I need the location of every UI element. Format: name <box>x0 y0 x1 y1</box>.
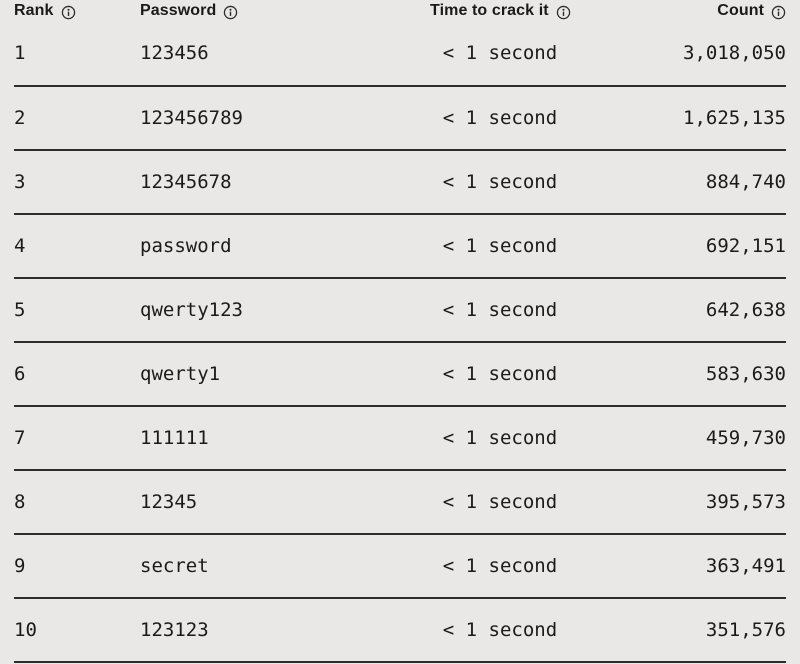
rank-cell: 3 <box>14 170 26 193</box>
column-header-count: Count <box>570 0 786 22</box>
count-cell: 1,625,135 <box>683 106 786 129</box>
time-to-crack-cell: < 1 second <box>442 298 558 321</box>
table-row: 8 12345 < 1 second 395,573 <box>14 470 786 534</box>
info-icon[interactable] <box>61 5 76 20</box>
count-cell: 363,491 <box>705 554 786 577</box>
password-cell: secret <box>140 554 209 577</box>
rank-cell: 7 <box>14 426 26 449</box>
column-header-count-label: Count <box>717 2 764 19</box>
table-row: 6 qwerty1 < 1 second 583,630 <box>14 342 786 406</box>
table-row: 2 123456789 < 1 second 1,625,135 <box>14 86 786 150</box>
rank-cell: 6 <box>14 362 26 385</box>
count-cell: 3,018,050 <box>683 42 786 64</box>
column-header-rank: Rank <box>14 0 140 22</box>
password-cell: password <box>140 234 232 257</box>
rank-cell: 9 <box>14 554 26 577</box>
table-row: 5 qwerty123 < 1 second 642,638 <box>14 278 786 342</box>
count-cell: 884,740 <box>705 170 786 193</box>
time-to-crack-cell: < 1 second <box>442 42 558 64</box>
table-row: 1 123456 < 1 second 3,018,050 <box>14 22 786 86</box>
table-row: 9 secret < 1 second 363,491 <box>14 534 786 598</box>
table-header-row: Rank Password <box>14 0 786 22</box>
count-cell: 395,573 <box>705 490 786 513</box>
info-icon[interactable] <box>771 5 786 20</box>
time-to-crack-cell: < 1 second <box>442 490 558 513</box>
password-cell: 12345678 <box>140 170 232 193</box>
rank-cell: 10 <box>14 618 37 641</box>
time-to-crack-cell: < 1 second <box>442 426 558 449</box>
column-header-password: Password <box>140 0 430 22</box>
time-to-crack-cell: < 1 second <box>442 554 558 577</box>
time-to-crack-cell: < 1 second <box>442 618 558 641</box>
info-icon[interactable] <box>223 5 238 20</box>
table-row: 7 111111 < 1 second 459,730 <box>14 406 786 470</box>
time-to-crack-cell: < 1 second <box>442 234 558 257</box>
password-cell: 12345 <box>140 490 198 513</box>
password-cell: 123123 <box>140 618 209 641</box>
table-row: 4 password < 1 second 692,151 <box>14 214 786 278</box>
rank-cell: 2 <box>14 106 26 129</box>
column-header-password-label: Password <box>140 2 217 19</box>
password-cell: qwerty1 <box>140 362 221 385</box>
column-header-time-to-crack: Time to crack it <box>430 0 570 22</box>
rank-cell: 5 <box>14 298 26 321</box>
time-to-crack-cell: < 1 second <box>442 170 558 193</box>
info-icon[interactable] <box>556 5 571 20</box>
password-cell: 111111 <box>140 426 209 449</box>
table-row: 3 12345678 < 1 second 884,740 <box>14 150 786 214</box>
count-cell: 642,638 <box>705 298 786 321</box>
password-table: Rank Password <box>14 0 786 663</box>
count-cell: 459,730 <box>705 426 786 449</box>
count-cell: 583,630 <box>705 362 786 385</box>
table-body: 1 123456 < 1 second 3,018,050 2 12345678… <box>14 22 786 662</box>
rank-cell: 1 <box>14 42 26 64</box>
time-to-crack-cell: < 1 second <box>442 106 558 129</box>
count-cell: 351,576 <box>705 618 786 641</box>
table-row: 10 123123 < 1 second 351,576 <box>14 598 786 662</box>
column-header-time-to-crack-label: Time to crack it <box>430 2 549 19</box>
time-to-crack-cell: < 1 second <box>442 362 558 385</box>
column-header-rank-label: Rank <box>14 2 54 19</box>
password-cell: qwerty123 <box>140 298 243 321</box>
count-cell: 692,151 <box>705 234 786 257</box>
password-cell: 123456789 <box>140 106 243 129</box>
rank-cell: 4 <box>14 234 26 257</box>
rank-cell: 8 <box>14 490 26 513</box>
password-cell: 123456 <box>140 42 209 64</box>
